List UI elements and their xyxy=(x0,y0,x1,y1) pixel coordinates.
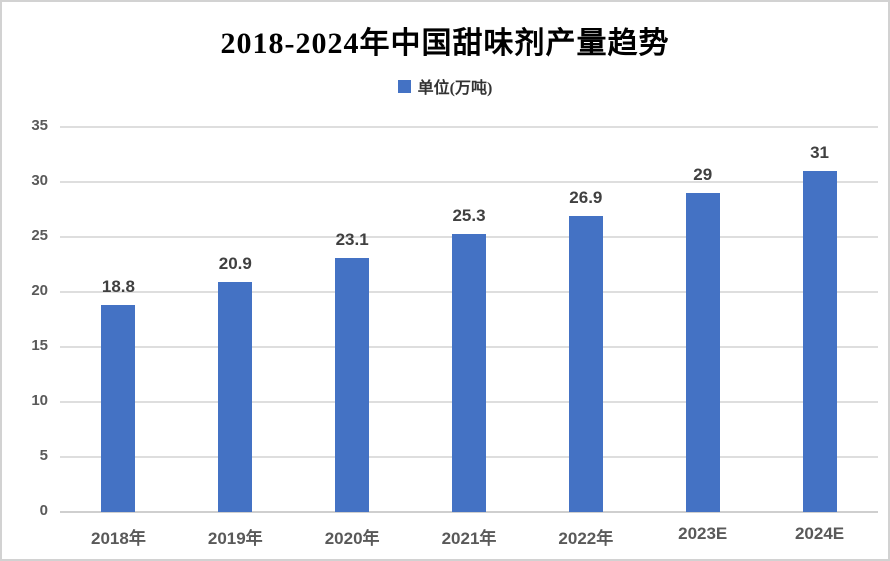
legend: 单位(万吨) xyxy=(2,74,888,98)
bar-value-label: 29 xyxy=(693,165,713,184)
bar xyxy=(802,171,837,512)
x-axis-tick-label: 2022年 xyxy=(558,529,614,548)
x-axis-tick-label: 2019年 xyxy=(207,529,263,548)
bar-value-label: 18.8 xyxy=(101,277,135,297)
bar-value-label: 25.3 xyxy=(452,205,486,225)
x-axis-tick-label: 2020年 xyxy=(324,529,380,548)
bar-value-label: 20.9 xyxy=(218,254,252,274)
y-axis-tick-label: 30 xyxy=(31,172,48,189)
y-axis-tick-label: 10 xyxy=(31,392,48,409)
x-axis-tick-label: 2024E xyxy=(794,524,845,543)
x-axis-tick-label: 2023E xyxy=(678,524,728,543)
chart-title: 2018-2024年中国甜味剂产量趋势 xyxy=(220,27,670,60)
bar xyxy=(452,233,486,512)
x-axis-tick-label: 2018年 xyxy=(91,529,146,548)
bar xyxy=(568,216,603,512)
bar xyxy=(685,193,720,512)
bar xyxy=(101,305,136,512)
y-axis-tick-label: 0 xyxy=(39,502,48,519)
y-axis-tick-label: 35 xyxy=(31,117,48,134)
gridline xyxy=(60,181,878,183)
legend-marker-icon xyxy=(397,79,411,93)
bar xyxy=(335,257,370,512)
legend-label: 单位(万吨) xyxy=(417,80,493,97)
y-axis-tick-label: 25 xyxy=(31,227,48,244)
bar-value-label: 31 xyxy=(810,143,830,162)
bar xyxy=(218,282,253,512)
bar-value-label: 23.1 xyxy=(335,229,369,249)
bar-value-label: 26.9 xyxy=(569,188,603,208)
y-axis-tick-label: 15 xyxy=(31,337,48,354)
gridline xyxy=(60,126,878,128)
x-axis-tick-label: 2021年 xyxy=(441,529,497,548)
y-axis-tick-label: 5 xyxy=(39,447,48,464)
y-axis-tick-label: 20 xyxy=(31,282,48,299)
x-axis-line xyxy=(60,511,878,513)
